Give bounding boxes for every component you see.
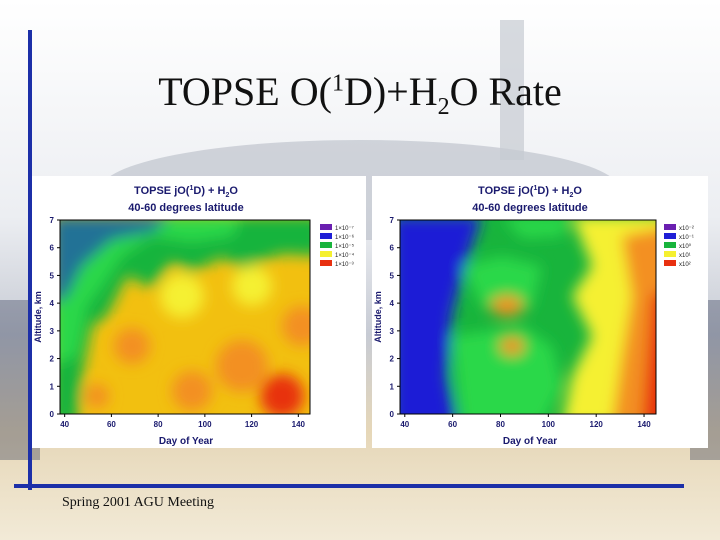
y-axis-label: Altitude, km: [33, 291, 43, 343]
legend-label: 1×10⁻⁵: [335, 243, 355, 250]
right-contour-chart: TOPSE jO(1D) + H2O 40-60 degrees latitud…: [372, 176, 708, 448]
accent-vertical-line: [28, 30, 32, 490]
y-tick-label: 3: [50, 327, 55, 336]
y-tick-label: 5: [390, 271, 395, 280]
legend-label: x10⁻²: [679, 226, 694, 232]
x-tick-label: 120: [590, 420, 604, 429]
x-tick-labels: 40 60 80 100 120 140: [60, 414, 306, 429]
legend-swatch: [320, 233, 332, 239]
legend-swatch: [664, 233, 676, 239]
y-tick-label: 4: [390, 299, 395, 308]
legend-label: 1×10⁻⁴: [335, 252, 355, 259]
x-tick-label: 140: [637, 420, 651, 429]
right-plot-area: [400, 220, 656, 414]
chart-title-line2: 40-60 degrees latitude: [128, 202, 244, 214]
x-tick-label: 60: [448, 420, 457, 429]
legend-swatch: [320, 251, 332, 257]
legend-label: x10¹: [679, 253, 691, 259]
chart-title-line1: TOPSE jO(1D) + H2O: [134, 185, 238, 199]
y-tick-label: 1: [390, 382, 395, 391]
legend-label: x10²: [679, 262, 691, 268]
legend-swatch: [320, 260, 332, 266]
y-tick-labels: 0 1 2 3 4 5 6 7: [390, 216, 400, 419]
legend-swatch: [664, 251, 676, 257]
y-tick-label: 5: [50, 271, 55, 280]
right-chart-svg: TOPSE jO(1D) + H2O 40-60 degrees latitud…: [373, 185, 694, 447]
legend: x10⁻² x10⁻¹ x10⁰ x10¹ x10²: [664, 224, 694, 268]
left-chart-svg: TOPSE jO(1D) + H2O 40-60 degrees latitud…: [33, 185, 355, 447]
slide-title: TOPSE O(1D)+H2O Rate: [158, 69, 562, 120]
legend: 1×10⁻⁷ 1×10⁻⁶ 1×10⁻⁵ 1×10⁻⁴ 1×10⁻³: [320, 224, 355, 268]
y-tick-label: 0: [50, 410, 55, 419]
x-tick-labels: 40 60 80 100 120 140: [400, 414, 651, 429]
legend-label: 1×10⁻⁶: [335, 234, 355, 241]
y-tick-label: 6: [50, 244, 55, 253]
y-tick-label: 7: [50, 216, 55, 225]
x-tick-label: 40: [60, 420, 69, 429]
legend-label: x10⁻¹: [679, 235, 694, 241]
x-axis-label: Day of Year: [159, 436, 213, 447]
x-tick-label: 100: [198, 420, 212, 429]
left-plot-area: [60, 220, 310, 414]
x-tick-label: 80: [154, 420, 163, 429]
x-tick-label: 140: [292, 420, 306, 429]
chart-title-line1: TOPSE jO(1D) + H2O: [478, 185, 582, 199]
legend-label: 1×10⁻⁷: [335, 225, 354, 232]
legend-swatch: [320, 242, 332, 248]
y-tick-label: 3: [390, 327, 395, 336]
y-tick-label: 4: [50, 299, 55, 308]
y-axis-label: Altitude, km: [373, 291, 383, 343]
y-tick-label: 6: [390, 244, 395, 253]
y-tick-labels: 0 1 2 3 4 5 6 7: [50, 216, 60, 419]
x-tick-label: 40: [400, 420, 409, 429]
x-tick-label: 60: [107, 420, 116, 429]
legend-label: x10⁰: [679, 243, 692, 250]
x-tick-label: 120: [245, 420, 259, 429]
footer-text: Spring 2001 AGU Meeting: [62, 495, 215, 510]
legend-label: 1×10⁻³: [335, 262, 354, 268]
x-axis-label: Day of Year: [503, 436, 557, 447]
x-tick-label: 80: [496, 420, 505, 429]
y-tick-label: 2: [390, 355, 395, 364]
accent-horizontal-line: [14, 484, 684, 488]
y-tick-label: 0: [390, 410, 395, 419]
y-tick-label: 7: [390, 216, 395, 225]
chart-title-line2: 40-60 degrees latitude: [472, 202, 588, 214]
legend-swatch: [664, 260, 676, 266]
y-tick-label: 2: [50, 355, 55, 364]
x-tick-label: 100: [542, 420, 556, 429]
left-contour-chart: TOPSE jO(1D) + H2O 40-60 degrees latitud…: [32, 176, 366, 448]
y-tick-label: 1: [50, 382, 55, 391]
legend-swatch: [664, 242, 676, 248]
legend-swatch: [664, 224, 676, 230]
legend-swatch: [320, 224, 332, 230]
